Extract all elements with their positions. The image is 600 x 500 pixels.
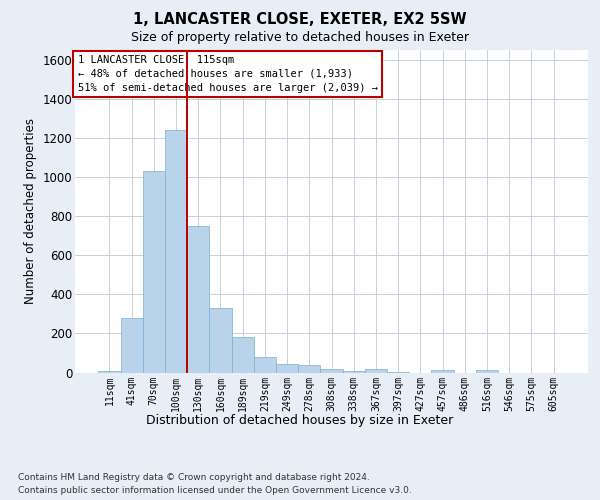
Bar — [187, 226, 209, 372]
Text: 1 LANCASTER CLOSE: 115sqm
← 48% of detached houses are smaller (1,933)
51% of se: 1 LANCASTER CLOSE: 115sqm ← 48% of detac… — [77, 55, 377, 93]
Text: 1, LANCASTER CLOSE, EXETER, EX2 5SW: 1, LANCASTER CLOSE, EXETER, EX2 5SW — [133, 12, 467, 27]
Bar — [343, 370, 365, 372]
Bar — [98, 370, 121, 372]
Text: Contains public sector information licensed under the Open Government Licence v3: Contains public sector information licen… — [18, 486, 412, 495]
Bar — [143, 171, 165, 372]
Bar — [165, 130, 187, 372]
Bar — [365, 369, 387, 372]
Text: Size of property relative to detached houses in Exeter: Size of property relative to detached ho… — [131, 32, 469, 44]
Text: Contains HM Land Registry data © Crown copyright and database right 2024.: Contains HM Land Registry data © Crown c… — [18, 472, 370, 482]
Bar — [320, 368, 343, 372]
Text: Distribution of detached houses by size in Exeter: Distribution of detached houses by size … — [146, 414, 454, 427]
Bar — [254, 357, 276, 372]
Bar — [232, 338, 254, 372]
Bar — [298, 365, 320, 372]
Bar — [431, 370, 454, 372]
Bar — [209, 308, 232, 372]
Bar — [276, 364, 298, 372]
Y-axis label: Number of detached properties: Number of detached properties — [24, 118, 37, 304]
Bar — [476, 370, 498, 372]
Bar — [121, 318, 143, 372]
